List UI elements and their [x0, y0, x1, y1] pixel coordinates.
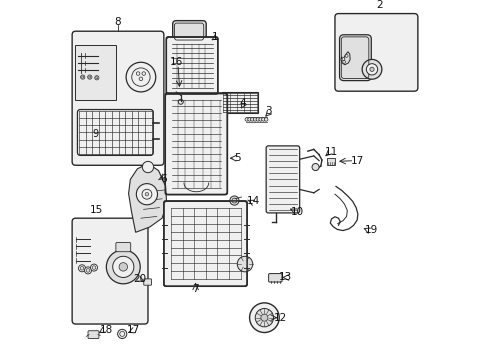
Circle shape: [345, 54, 348, 57]
FancyBboxPatch shape: [166, 37, 218, 94]
Bar: [327, 158, 335, 165]
Text: 4: 4: [240, 98, 246, 108]
FancyBboxPatch shape: [72, 218, 148, 324]
Text: 20: 20: [133, 274, 147, 284]
Circle shape: [96, 77, 98, 79]
Circle shape: [84, 267, 92, 274]
Text: 10: 10: [291, 207, 304, 217]
Circle shape: [255, 309, 273, 327]
Text: 8: 8: [115, 17, 122, 27]
Circle shape: [253, 118, 257, 121]
Circle shape: [245, 118, 248, 121]
Circle shape: [118, 329, 127, 338]
Circle shape: [145, 193, 148, 196]
FancyBboxPatch shape: [266, 146, 300, 213]
Circle shape: [248, 118, 251, 121]
Circle shape: [343, 60, 345, 63]
Circle shape: [78, 265, 86, 272]
Bar: [75, 45, 116, 100]
Text: 7: 7: [192, 284, 199, 294]
Circle shape: [113, 256, 134, 278]
Circle shape: [342, 58, 345, 60]
Circle shape: [249, 303, 279, 333]
Circle shape: [256, 118, 260, 121]
Circle shape: [312, 163, 319, 171]
Bar: [222, 92, 258, 113]
Circle shape: [119, 263, 127, 271]
Text: 3: 3: [265, 106, 272, 116]
Text: 19: 19: [365, 225, 378, 235]
FancyBboxPatch shape: [72, 31, 164, 165]
Circle shape: [259, 118, 262, 121]
Circle shape: [142, 161, 154, 173]
Circle shape: [265, 118, 268, 121]
Circle shape: [237, 256, 253, 272]
Text: 6: 6: [161, 174, 167, 184]
FancyBboxPatch shape: [269, 274, 282, 282]
Text: 15: 15: [89, 206, 102, 215]
FancyBboxPatch shape: [165, 94, 227, 194]
FancyBboxPatch shape: [164, 201, 247, 286]
Circle shape: [262, 118, 265, 121]
Text: 12: 12: [273, 313, 287, 323]
Circle shape: [82, 76, 84, 78]
FancyBboxPatch shape: [172, 21, 206, 42]
Circle shape: [91, 264, 98, 271]
FancyBboxPatch shape: [144, 279, 151, 285]
Text: 14: 14: [247, 196, 260, 206]
Text: 2: 2: [377, 0, 383, 10]
Circle shape: [89, 76, 91, 78]
Text: 17: 17: [127, 325, 141, 336]
Circle shape: [136, 184, 157, 205]
FancyBboxPatch shape: [116, 243, 131, 252]
Circle shape: [362, 59, 382, 79]
Circle shape: [367, 64, 378, 75]
Text: 13: 13: [279, 273, 292, 283]
Text: 9: 9: [92, 129, 98, 139]
Circle shape: [250, 118, 254, 121]
FancyBboxPatch shape: [340, 35, 371, 81]
Text: 18: 18: [100, 325, 113, 336]
Text: 1: 1: [212, 32, 219, 41]
Circle shape: [370, 67, 374, 71]
Text: 11: 11: [325, 147, 338, 157]
Polygon shape: [341, 52, 350, 65]
Circle shape: [230, 196, 239, 205]
FancyBboxPatch shape: [88, 331, 99, 338]
Text: 16: 16: [170, 57, 183, 67]
Polygon shape: [128, 163, 167, 232]
Circle shape: [261, 314, 268, 321]
Circle shape: [106, 250, 140, 284]
Text: 17: 17: [351, 156, 365, 166]
FancyBboxPatch shape: [335, 14, 418, 91]
Text: 5: 5: [235, 153, 241, 163]
